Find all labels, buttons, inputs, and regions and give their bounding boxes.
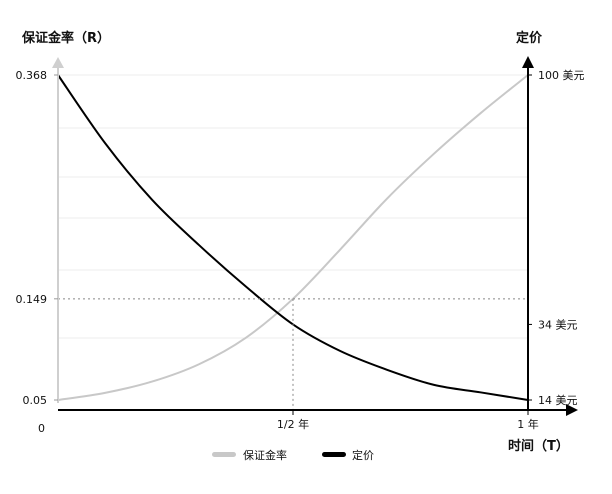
legend-label-margin-rate: 保证金率 <box>243 448 287 462</box>
legend-swatch-margin-rate <box>212 452 236 457</box>
crossing-guides <box>58 298 528 410</box>
y-right-tick-label-0: 100 美元 <box>538 69 585 82</box>
y-right-tick-label-1: 34 美元 <box>538 318 578 331</box>
y-left-tick-label-1: 0.149 <box>16 293 48 306</box>
grid-lines <box>58 74 528 339</box>
right-axis-title: 定价 <box>515 30 543 46</box>
x-axis-arrow-icon <box>566 404 578 416</box>
series-line-price <box>57 74 529 401</box>
x-axis-title: 时间（T） <box>508 438 569 454</box>
y-right-tick-label-2: 14 美元 <box>538 394 578 407</box>
series-line-margin-rate <box>57 74 529 401</box>
legend: 保证金率 定价 <box>212 448 374 462</box>
left-axis-title: 保证金率（R） <box>21 30 110 46</box>
left-y-axis-arrow-icon <box>52 57 64 68</box>
series-layer <box>57 74 529 401</box>
x-tick-label-1: 1 年 <box>517 417 539 431</box>
legend-label-price: 定价 <box>352 448 374 462</box>
right-y-axis-arrow-icon <box>522 56 534 68</box>
x-origin-label: 0 <box>38 422 45 435</box>
y-left-tick-label-2: 0.05 <box>23 394 48 407</box>
x-tick-label-0: 1/2 年 <box>277 417 309 431</box>
y-left-tick-label-0: 0.368 <box>16 69 48 82</box>
tick-labels: 0.368 0.149 0.05 100 美元 34 美元 14 美元 1/2 年 1 年 <box>16 69 585 431</box>
legend-swatch-price <box>322 452 346 457</box>
